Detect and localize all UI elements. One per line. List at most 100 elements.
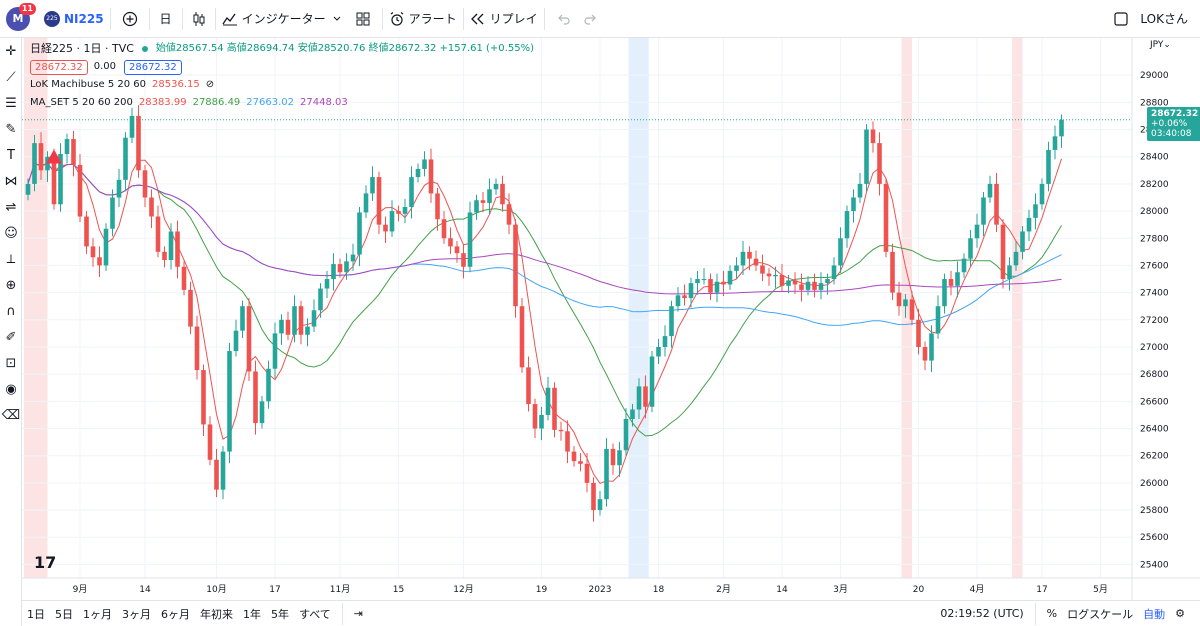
candle-body	[1052, 136, 1058, 150]
x-tick-label: 10月	[206, 584, 226, 595]
text-icon[interactable]: T	[7, 147, 15, 163]
range-button[interactable]: 6ヶ月	[161, 607, 190, 621]
candle	[701, 268, 707, 285]
candle-body	[285, 319, 291, 335]
range-button[interactable]: 1ヶ月	[83, 607, 112, 621]
settings-gear-icon[interactable]: ⚙	[1175, 607, 1185, 620]
range-button[interactable]: 3ヶ月	[122, 607, 151, 621]
currency-label[interactable]: JPY⌄	[1150, 40, 1171, 50]
candle	[357, 207, 362, 267]
spread-value: 0.00	[93, 61, 116, 72]
candle	[448, 227, 453, 254]
undo-button[interactable]	[551, 0, 577, 38]
candle	[123, 132, 128, 192]
clock[interactable]: 02:19:52 (UTC)	[940, 607, 1024, 620]
candle-body	[747, 251, 752, 259]
range-button[interactable]: 1日	[27, 607, 45, 621]
indicators-button[interactable]: インジケーター	[222, 0, 342, 38]
redo-button[interactable]	[577, 0, 603, 38]
user-avatar[interactable]: M 11	[6, 2, 36, 31]
log-scale-toggle[interactable]: ログスケール	[1067, 607, 1134, 621]
tradingview-logo: 17	[34, 553, 56, 572]
candle	[792, 272, 798, 294]
alert-button[interactable]: アラート	[389, 0, 457, 38]
lock-icon[interactable]: ⊡	[5, 355, 17, 371]
zoom-icon[interactable]: ⊕	[5, 277, 17, 293]
interval-button[interactable]: 日	[156, 0, 176, 38]
range-button[interactable]: すべて	[299, 607, 331, 621]
candle-body	[734, 265, 739, 271]
bottom-right-controls: 02:19:52 (UTC) % ログスケール 自動 ⚙	[935, 602, 1190, 625]
trendline-icon[interactable]: ⟋	[6, 69, 16, 85]
candle	[1020, 226, 1025, 260]
crosshair-icon[interactable]: ✛	[5, 43, 17, 59]
eye-icon[interactable]: ◉	[5, 381, 17, 397]
y-tick-label: 29000	[1140, 71, 1169, 81]
range-button[interactable]: 1年	[243, 607, 261, 621]
candle	[773, 266, 778, 288]
percent-toggle[interactable]: %	[1046, 607, 1058, 620]
candle	[994, 173, 999, 233]
chart-type-button[interactable]	[189, 0, 209, 38]
candle	[552, 382, 557, 438]
y-tick-label: 28000	[1140, 207, 1169, 217]
legend-ohlc: 始値28567.54 高値28694.74 安値28520.76 終値28672…	[155, 43, 534, 54]
candle-body	[981, 197, 986, 225]
x-tick-label: 20	[913, 585, 925, 595]
symbol-search[interactable]: 225 NI225	[44, 0, 104, 38]
ruler-icon[interactable]: ⟂	[6, 251, 16, 267]
candle-body	[474, 200, 479, 213]
candle	[1033, 193, 1038, 230]
candle	[461, 245, 466, 279]
price-chart[interactable]: 25400 25600 25800 26000 26200 26400 26600 26800…	[22, 38, 1200, 600]
highlight-band	[628, 38, 649, 578]
pattern-icon[interactable]: ⋈	[4, 173, 18, 189]
legend-indicator-1[interactable]: LoK Machibuse 5 20 60 28536.15 ⊘	[30, 76, 534, 94]
alarm-icon	[390, 11, 403, 26]
candle	[38, 132, 44, 180]
candle	[532, 398, 538, 439]
candle-body	[441, 219, 447, 239]
candle	[259, 395, 265, 429]
legend-indicator-2[interactable]: MA_SET 5 20 60 200 28383.99 27886.49 276…	[30, 94, 534, 112]
candle-body	[1046, 149, 1051, 184]
candle	[630, 404, 635, 427]
candle-body	[818, 283, 824, 290]
candle-body	[604, 448, 609, 500]
candle-body	[656, 346, 661, 357]
candle-body	[558, 429, 564, 432]
candle	[344, 253, 349, 280]
candle	[207, 416, 213, 466]
candle-body	[454, 246, 460, 254]
stay-drawing-icon[interactable]: ✐	[5, 329, 17, 345]
candle-body	[311, 310, 317, 327]
compare-button[interactable]	[117, 0, 143, 38]
brush-icon[interactable]: ✎	[5, 121, 17, 137]
layout-button[interactable]	[350, 0, 376, 38]
goto-date-icon[interactable]: ⇥	[353, 607, 364, 620]
magnet-icon[interactable]: ∩	[6, 303, 16, 319]
auto-scale-toggle[interactable]: 自動	[1143, 607, 1166, 621]
forecast-icon[interactable]: ⇌	[5, 199, 17, 215]
candle	[682, 284, 687, 306]
range-button[interactable]: 5日	[55, 607, 73, 621]
candle-body	[383, 224, 388, 232]
candle	[974, 213, 980, 248]
candle	[558, 421, 564, 441]
candle-body	[487, 189, 492, 203]
range-button[interactable]: 年初来	[200, 607, 233, 621]
range-button[interactable]: 5年	[271, 607, 289, 621]
candle-body	[435, 193, 440, 220]
y-tick-label: 27000	[1140, 343, 1169, 353]
ma60-value: 27663.02	[246, 97, 295, 108]
emoji-icon[interactable]: ☺	[4, 225, 18, 241]
replay-button[interactable]: リプレイ	[470, 0, 538, 38]
trash-icon[interactable]: ⌫	[1, 407, 21, 423]
user-menu[interactable]: LOKさん	[1114, 0, 1188, 38]
candle	[643, 375, 648, 419]
candle	[220, 446, 226, 500]
fib-icon[interactable]: ☰	[5, 95, 17, 111]
candle-body	[994, 183, 999, 225]
candle	[617, 442, 622, 477]
candle-body	[266, 368, 271, 402]
